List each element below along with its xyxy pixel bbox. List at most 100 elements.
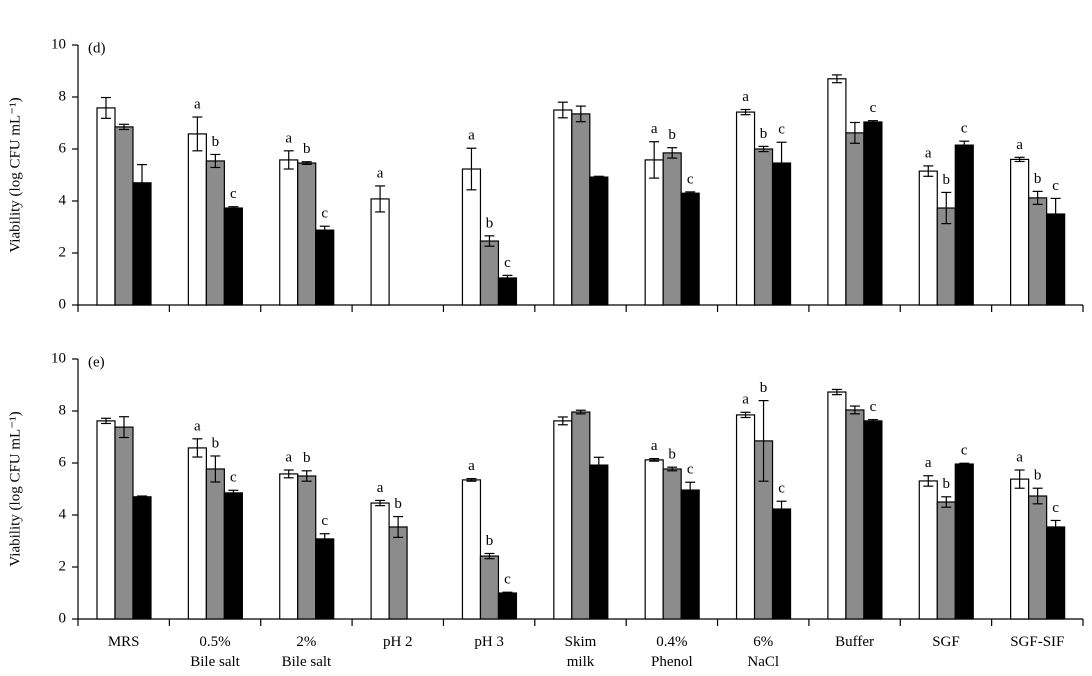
panel-label: (e)	[88, 354, 105, 370]
significance-letter: a	[377, 165, 384, 181]
significance-letter: b	[760, 126, 768, 142]
significance-letter: c	[230, 186, 237, 202]
significance-letter: b	[486, 533, 494, 549]
error-bar	[593, 175, 604, 179]
error-bar	[319, 533, 330, 545]
bar	[205, 468, 225, 620]
bar	[680, 192, 700, 306]
error-bar	[959, 140, 970, 150]
error-bar	[923, 475, 934, 487]
x-tick-label-line: SGF	[932, 634, 960, 650]
error-bar	[941, 496, 952, 508]
significance-letter: a	[742, 392, 749, 408]
error-bar	[137, 495, 147, 499]
bar	[589, 464, 609, 620]
error-bar	[228, 489, 239, 497]
bar	[297, 475, 317, 620]
significance-letter: b	[1034, 468, 1042, 484]
error-bar	[758, 400, 769, 482]
bar	[96, 420, 116, 620]
bar	[96, 107, 116, 306]
error-bar	[319, 225, 330, 235]
significance-letter: c	[870, 100, 877, 116]
significance-letter: a	[925, 455, 932, 471]
significance-letter: a	[468, 128, 475, 144]
error-bar	[649, 141, 660, 179]
bar	[662, 152, 682, 306]
significance-letter: a	[651, 121, 658, 137]
error-bar	[210, 455, 221, 483]
significance-letter: a	[285, 449, 292, 465]
bar	[479, 555, 500, 620]
error-bar	[685, 481, 696, 499]
x-tick-label-line: Phenol	[651, 654, 693, 670]
error-bar	[959, 462, 970, 466]
bar	[827, 78, 847, 306]
error-bar	[831, 388, 842, 396]
error-bar	[375, 185, 386, 213]
error-bar	[776, 141, 787, 185]
significance-letter: a	[194, 96, 201, 112]
significance-letter: b	[303, 450, 311, 466]
bar	[388, 526, 408, 620]
bar	[845, 409, 865, 620]
y-tick-label: 2	[59, 244, 67, 260]
bar	[827, 391, 847, 620]
significance-letter: a	[377, 480, 384, 496]
significance-letter: b	[394, 496, 402, 512]
significance-letter: a	[742, 89, 749, 105]
bar	[680, 489, 700, 620]
error-bar	[923, 165, 934, 177]
y-tick-label: 10	[51, 36, 66, 52]
x-tick-label-line: NaCl	[747, 654, 779, 670]
bar	[936, 501, 956, 620]
y-tick-label: 8	[59, 402, 67, 418]
y-axis-label: Viability (log CFU mL⁻¹)	[7, 97, 23, 252]
bar	[1010, 158, 1030, 306]
bar	[132, 496, 152, 620]
error-bar	[685, 191, 696, 196]
x-tick-label-line: SGF-SIF	[1010, 634, 1064, 650]
bar	[553, 109, 573, 306]
significance-letter: c	[687, 462, 694, 478]
error-bar	[849, 405, 860, 415]
error-bar	[557, 101, 568, 119]
significance-letter: a	[1016, 137, 1023, 153]
significance-letter: a	[285, 130, 292, 146]
error-bar	[740, 411, 751, 419]
y-axis-label: Viability (log CFU mL⁻¹)	[7, 411, 23, 566]
error-bar	[119, 416, 129, 439]
x-tick-label-line: 6%	[753, 634, 773, 650]
bar	[205, 160, 225, 306]
error-bar	[484, 235, 495, 247]
significance-letter: b	[303, 141, 311, 157]
significance-letter: c	[321, 206, 328, 222]
bar	[370, 198, 390, 306]
bar	[297, 162, 317, 306]
significance-letter: a	[468, 458, 475, 474]
error-bar	[101, 96, 111, 119]
error-bar	[228, 206, 239, 210]
error-bar	[466, 478, 477, 482]
bar	[771, 508, 792, 620]
error-bar	[867, 120, 878, 124]
error-bar	[283, 469, 294, 479]
bar	[1028, 495, 1048, 620]
significance-letter: a	[925, 145, 932, 161]
error-bar	[849, 121, 860, 144]
significance-letter: c	[961, 121, 968, 137]
bar	[863, 420, 883, 620]
error-bar	[192, 116, 203, 152]
error-bar	[283, 150, 294, 170]
bar	[370, 502, 390, 620]
error-bar	[593, 456, 604, 474]
significance-letter: c	[321, 513, 328, 529]
error-bar	[667, 147, 678, 159]
bar	[589, 176, 609, 306]
x-tick-label: Buffer	[835, 634, 874, 650]
significance-letter: c	[778, 481, 785, 497]
x-tick-label: MRS	[108, 634, 140, 650]
x-tick-label-line: milk	[567, 654, 595, 670]
bar	[114, 126, 134, 306]
x-tick-label: SGF	[932, 634, 960, 650]
